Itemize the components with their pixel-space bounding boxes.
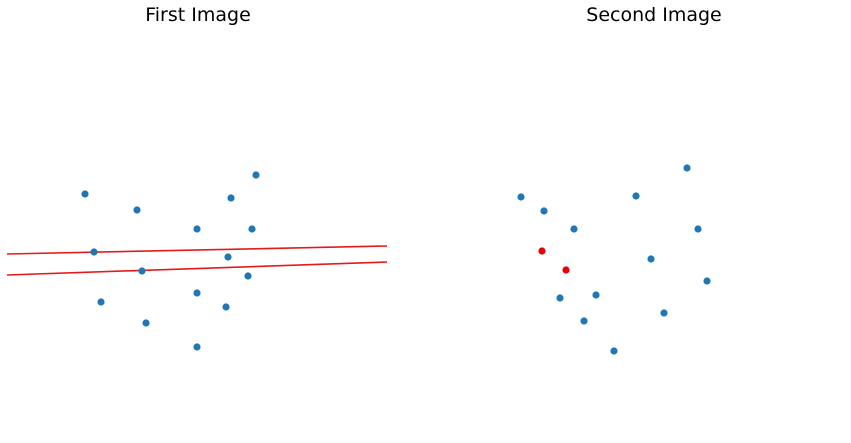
second-image-highlight-point <box>562 266 570 274</box>
second-image-point <box>694 225 702 233</box>
first-image-panel <box>6 171 388 351</box>
first-image-point <box>193 225 201 233</box>
first-image-point <box>81 190 89 198</box>
second-image-highlight-point <box>538 247 546 255</box>
first-image-point <box>222 303 230 311</box>
first-image-point <box>224 253 232 261</box>
first-image-line-1 <box>6 245 388 255</box>
second-image-point <box>703 277 711 285</box>
second-image-point <box>660 309 668 317</box>
second-image-point <box>540 207 548 215</box>
first-image-point <box>90 248 98 256</box>
second-image-point <box>580 317 588 325</box>
second-image-panel <box>517 164 711 355</box>
first-image-point <box>138 267 146 275</box>
first-image-point <box>193 343 201 351</box>
second-image-point <box>683 164 691 172</box>
second-image-point <box>556 294 564 302</box>
second-image-title: Second Image <box>586 4 722 26</box>
first-image-point <box>248 225 256 233</box>
first-image-title: First Image <box>145 4 251 26</box>
second-image-point <box>570 225 578 233</box>
second-image-point <box>610 347 618 355</box>
second-image-point <box>517 193 525 201</box>
second-image-point <box>647 255 655 263</box>
first-image-point <box>133 206 141 214</box>
first-image-line-2 <box>6 261 388 276</box>
first-image-point <box>244 272 252 280</box>
second-image-point <box>632 192 640 200</box>
first-image-point <box>193 289 201 297</box>
first-image-point <box>97 298 105 306</box>
second-image-point <box>592 291 600 299</box>
first-image-point <box>142 319 150 327</box>
first-image-point <box>252 171 260 179</box>
first-image-point <box>227 194 235 202</box>
